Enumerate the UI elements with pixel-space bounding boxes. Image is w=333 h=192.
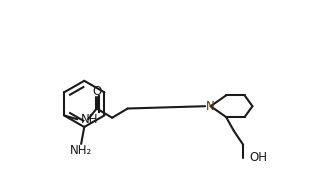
Text: NH: NH (81, 113, 99, 126)
Text: N: N (206, 100, 215, 113)
Text: OH: OH (249, 151, 267, 164)
Text: O: O (92, 85, 101, 98)
Text: NH₂: NH₂ (70, 144, 92, 157)
